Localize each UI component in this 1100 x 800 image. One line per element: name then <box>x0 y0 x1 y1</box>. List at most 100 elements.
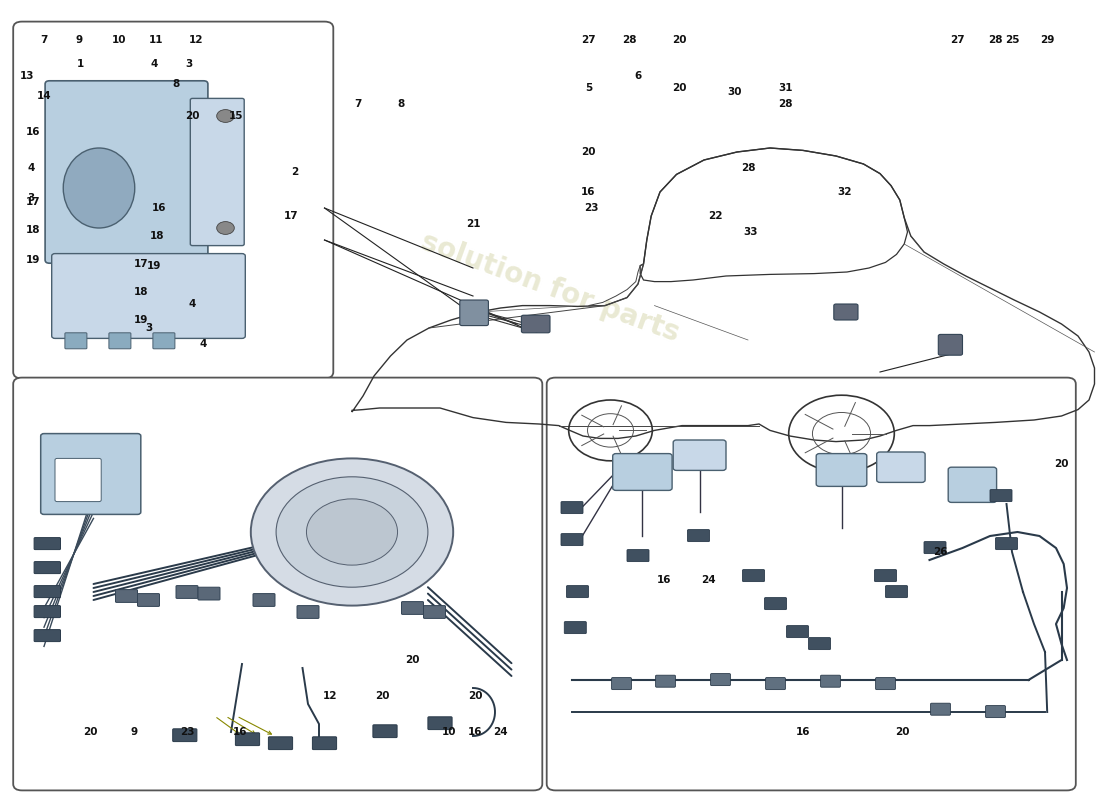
Text: 27: 27 <box>949 35 965 45</box>
FancyBboxPatch shape <box>656 675 675 687</box>
FancyBboxPatch shape <box>176 586 198 598</box>
Text: 7: 7 <box>41 35 47 45</box>
Text: 23: 23 <box>179 727 195 737</box>
FancyBboxPatch shape <box>268 737 293 750</box>
FancyBboxPatch shape <box>816 454 867 486</box>
FancyBboxPatch shape <box>253 594 275 606</box>
Text: 18: 18 <box>133 287 148 297</box>
Text: 16: 16 <box>657 575 672 585</box>
FancyBboxPatch shape <box>521 315 550 333</box>
Text: 4: 4 <box>200 339 207 349</box>
Text: 5: 5 <box>585 83 592 93</box>
Text: 11: 11 <box>148 35 164 45</box>
Text: 20: 20 <box>405 655 420 665</box>
Text: 19: 19 <box>146 261 162 270</box>
FancyBboxPatch shape <box>34 562 60 574</box>
FancyBboxPatch shape <box>34 630 60 642</box>
Text: 2: 2 <box>292 167 298 177</box>
Text: 25: 25 <box>1004 35 1020 45</box>
Text: 4: 4 <box>189 299 196 309</box>
FancyBboxPatch shape <box>190 98 244 246</box>
Text: solution for parts: solution for parts <box>285 515 485 605</box>
Text: 16: 16 <box>468 727 483 737</box>
Text: 20: 20 <box>1054 459 1069 469</box>
Text: 13: 13 <box>20 71 35 81</box>
Text: 26: 26 <box>933 547 948 557</box>
FancyBboxPatch shape <box>766 678 785 690</box>
Text: 17: 17 <box>133 259 148 269</box>
FancyBboxPatch shape <box>402 602 424 614</box>
FancyBboxPatch shape <box>876 678 895 690</box>
Text: 24: 24 <box>701 575 716 585</box>
FancyBboxPatch shape <box>877 452 925 482</box>
Text: 23: 23 <box>584 203 600 213</box>
Text: 33: 33 <box>742 227 758 237</box>
Text: 18: 18 <box>25 226 41 235</box>
Text: 24: 24 <box>493 727 508 737</box>
Text: 28: 28 <box>621 35 637 45</box>
Text: 20: 20 <box>672 35 688 45</box>
FancyBboxPatch shape <box>627 550 649 562</box>
FancyBboxPatch shape <box>764 598 786 610</box>
Text: 27: 27 <box>581 35 596 45</box>
Text: solution for parts: solution for parts <box>596 502 834 618</box>
FancyBboxPatch shape <box>834 304 858 320</box>
FancyBboxPatch shape <box>45 81 208 263</box>
FancyBboxPatch shape <box>924 542 946 554</box>
FancyBboxPatch shape <box>116 590 138 602</box>
Text: 19: 19 <box>133 315 148 325</box>
Text: 16: 16 <box>25 127 41 137</box>
FancyBboxPatch shape <box>41 434 141 514</box>
Text: 19: 19 <box>25 255 41 265</box>
Text: 20: 20 <box>581 147 596 157</box>
Text: 3: 3 <box>145 323 152 333</box>
FancyBboxPatch shape <box>13 378 542 790</box>
Text: 31: 31 <box>778 83 793 93</box>
Circle shape <box>251 458 453 606</box>
FancyBboxPatch shape <box>173 729 197 742</box>
Text: 10: 10 <box>111 35 126 45</box>
FancyBboxPatch shape <box>460 300 488 326</box>
FancyBboxPatch shape <box>34 538 60 550</box>
FancyBboxPatch shape <box>198 587 220 600</box>
FancyBboxPatch shape <box>808 638 830 650</box>
FancyBboxPatch shape <box>297 606 319 618</box>
FancyBboxPatch shape <box>235 733 260 746</box>
FancyBboxPatch shape <box>990 490 1012 502</box>
Text: 12: 12 <box>188 35 204 45</box>
FancyBboxPatch shape <box>34 586 60 598</box>
Ellipse shape <box>64 148 134 228</box>
FancyBboxPatch shape <box>109 333 131 349</box>
Text: 20: 20 <box>185 111 200 121</box>
FancyBboxPatch shape <box>13 22 333 378</box>
FancyBboxPatch shape <box>138 594 160 606</box>
Circle shape <box>276 477 428 587</box>
Text: 32: 32 <box>837 187 852 197</box>
Text: 20: 20 <box>894 727 910 737</box>
FancyBboxPatch shape <box>688 530 710 542</box>
Text: 6: 6 <box>635 71 641 81</box>
FancyBboxPatch shape <box>547 378 1076 790</box>
FancyBboxPatch shape <box>786 626 808 638</box>
FancyBboxPatch shape <box>886 586 907 598</box>
FancyBboxPatch shape <box>561 534 583 546</box>
FancyBboxPatch shape <box>65 333 87 349</box>
Text: 3: 3 <box>28 194 34 203</box>
FancyBboxPatch shape <box>428 717 452 730</box>
FancyBboxPatch shape <box>673 440 726 470</box>
Text: 3: 3 <box>186 59 192 69</box>
FancyBboxPatch shape <box>821 675 840 687</box>
Text: 30: 30 <box>727 87 742 97</box>
FancyBboxPatch shape <box>742 570 764 582</box>
Text: 9: 9 <box>76 35 82 45</box>
FancyBboxPatch shape <box>34 606 60 618</box>
Text: 12: 12 <box>322 691 338 701</box>
Text: 18: 18 <box>150 231 165 241</box>
Circle shape <box>217 222 234 234</box>
Text: 20: 20 <box>375 691 390 701</box>
Text: 4: 4 <box>28 163 34 173</box>
FancyBboxPatch shape <box>153 333 175 349</box>
Text: 21: 21 <box>465 219 481 229</box>
Text: 16: 16 <box>581 187 596 197</box>
FancyBboxPatch shape <box>564 622 586 634</box>
